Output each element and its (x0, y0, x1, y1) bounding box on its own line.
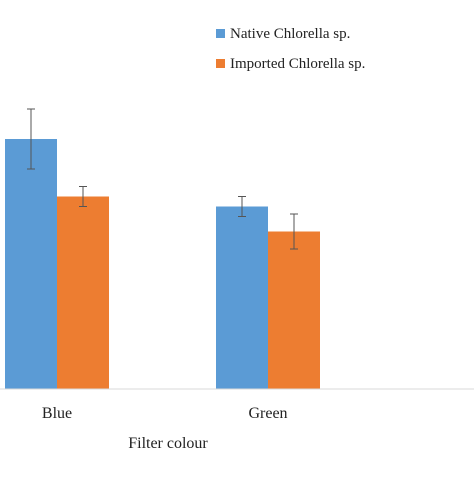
legend-label-series-2: Imported Chlorella sp. (230, 56, 365, 72)
x-axis-title: Filter colour (128, 435, 208, 452)
legend-label-series-1: Native Chlorella sp. (230, 26, 350, 42)
x-tick-label-blue: Blue (42, 405, 72, 422)
x-tick-labels: Blue Green (42, 405, 288, 422)
bar-blue-series-1 (5, 139, 57, 389)
bar-green-series-2 (268, 231, 320, 389)
error-bar-green-series-2 (290, 213, 298, 250)
legend-swatch-series-1 (216, 29, 225, 38)
legend: Native Chlorella sp. Imported Chlorella s… (216, 26, 365, 72)
bar-green-series-1 (216, 206, 268, 389)
error-bar-blue-series-2 (79, 186, 87, 207)
bars-layer (5, 139, 320, 389)
error-bar-green-series-1 (238, 196, 246, 217)
legend-swatch-series-2 (216, 59, 225, 68)
x-tick-label-green: Green (248, 405, 287, 422)
error-bar-blue-series-1 (27, 108, 35, 170)
error-bars-layer (27, 108, 298, 250)
bar-blue-series-2 (57, 196, 109, 389)
